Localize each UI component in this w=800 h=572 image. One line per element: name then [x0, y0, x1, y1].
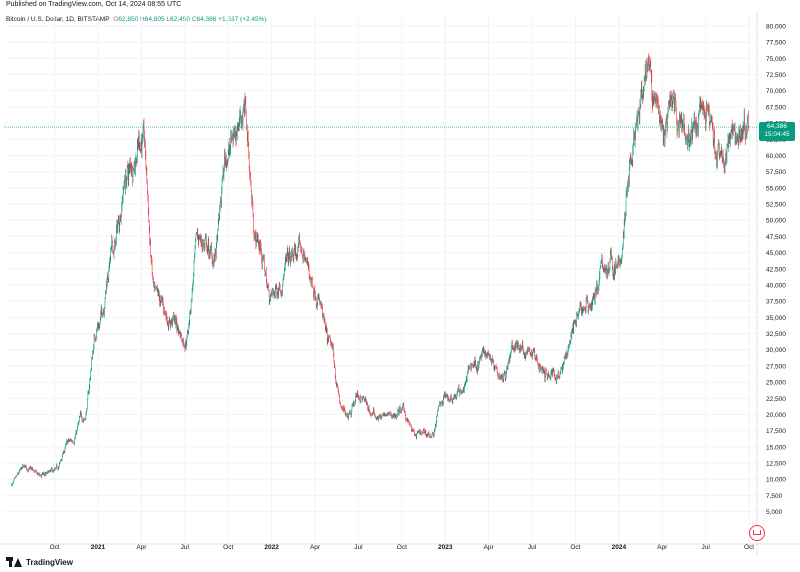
y-tick-label: 77,500 — [766, 40, 786, 47]
x-tick-label: Apr — [657, 544, 668, 551]
symbol-legend: Bitcoin / U.S. Dollar, 1D, BITSTAMP O62,… — [6, 16, 267, 23]
open-label: O — [113, 16, 119, 23]
y-tick-label: 25,000 — [766, 380, 786, 387]
x-tick-label: 2022 — [264, 544, 279, 551]
y-tick-label: 10,000 — [766, 477, 786, 484]
y-tick-label: 30,000 — [766, 347, 786, 354]
x-tick-label: 2024 — [612, 544, 627, 551]
low-value: 62,450 — [170, 16, 190, 23]
x-tick-label: Jul — [181, 544, 190, 551]
y-tick-label: 32,500 — [766, 331, 786, 338]
x-tick-label: Jul — [354, 544, 363, 551]
x-tick-label: Oct — [397, 544, 407, 551]
y-tick-label: 50,000 — [766, 218, 786, 225]
high-label: H — [140, 16, 145, 23]
x-tick-label: Oct — [744, 544, 754, 551]
last-price-label: 64,386 15:04:45 — [759, 122, 795, 142]
x-tick-label: Apr — [484, 544, 495, 551]
x-tick-label: Oct — [570, 544, 580, 551]
brand-name: TradingView — [26, 557, 73, 567]
y-tick-label: 5,000 — [766, 509, 783, 516]
y-tick-label: 70,000 — [766, 88, 786, 95]
x-tick-label: Jul — [701, 544, 710, 551]
close-value: 64,386 — [196, 16, 217, 23]
y-tick-label: 40,000 — [766, 282, 786, 289]
low-label: L — [166, 16, 171, 23]
y-tick-label: 47,500 — [766, 234, 786, 241]
y-tick-label: 7,500 — [766, 493, 783, 500]
y-tick-label: 37,500 — [766, 299, 786, 306]
y-tick-label: 45,000 — [766, 250, 786, 257]
candles — [10, 52, 750, 487]
y-tick-label: 17,500 — [766, 428, 786, 435]
y-tick-label: 35,000 — [766, 315, 786, 322]
x-tick-label: 2023 — [438, 544, 453, 551]
y-tick-label: 12,500 — [766, 461, 786, 468]
scroll-to-realtime-icon[interactable] — [749, 525, 765, 541]
price-chart[interactable]: 5,000 7,500 10,000 12,500 15,000 17,500 20,000… — [0, 11, 800, 555]
y-tick-label: 22,500 — [766, 396, 786, 403]
x-tick-label: Oct — [50, 544, 60, 551]
ohlc-values: O62,850 H64,805 L62,450 C64,386 +1,537 (… — [113, 16, 266, 23]
y-tick-label: 20,000 — [766, 412, 786, 419]
change-value: +1,537 (+2.45%) — [218, 16, 267, 23]
last-price-value: 64,386 — [767, 123, 787, 131]
y-tick-label: 52,500 — [766, 202, 786, 209]
y-tick-label: 67,500 — [766, 104, 786, 111]
y-tick-label: 80,000 — [766, 23, 786, 30]
high-value: 64,805 — [144, 16, 165, 23]
x-tick-label: Oct — [223, 544, 233, 551]
footer-bar: TradingView — [0, 555, 800, 572]
y-tick-label: 15,000 — [766, 444, 786, 451]
y-tick-label: 60,000 — [766, 153, 786, 160]
x-tick-label: Apr — [310, 544, 321, 551]
y-tick-label: 27,500 — [766, 363, 786, 370]
x-tick-label: Apr — [136, 544, 147, 551]
header-bar: Published on TradingView.com, Oct 14, 20… — [0, 0, 800, 10]
tradingview-logo-icon — [6, 557, 22, 567]
close-label: C — [191, 16, 197, 23]
y-tick-label: 57,500 — [766, 169, 786, 176]
y-tick-label: 75,000 — [766, 56, 786, 63]
y-tick-label: 55,000 — [766, 185, 786, 192]
x-tick-label: Jul — [528, 544, 537, 551]
open-value: 62,850 — [118, 16, 139, 23]
tradingview-logo[interactable]: TradingView — [6, 557, 73, 567]
published-text: Published on TradingView.com, Oct 14, 20… — [6, 1, 182, 8]
x-tick-label: 2021 — [91, 544, 106, 551]
bar-countdown: 15:04:45 — [764, 131, 790, 139]
symbol-name[interactable]: Bitcoin / U.S. Dollar, 1D, BITSTAMP — [6, 16, 110, 23]
y-tick-label: 72,500 — [766, 72, 786, 79]
y-tick-label: 42,500 — [766, 266, 786, 273]
